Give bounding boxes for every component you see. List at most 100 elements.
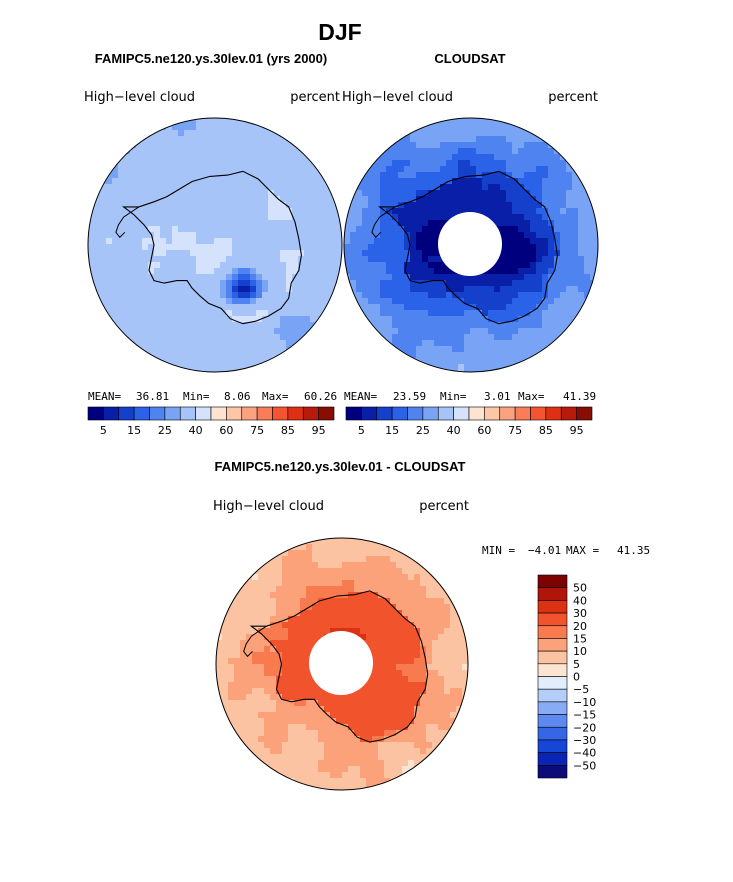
map-cell (148, 190, 155, 197)
map-cell (348, 742, 355, 749)
map-cell (416, 286, 423, 293)
map-cell (94, 220, 101, 227)
map-cell (450, 616, 457, 623)
map-cell (366, 598, 373, 605)
map-cell (536, 130, 543, 137)
map-cell (280, 202, 287, 209)
map-cell (304, 220, 311, 227)
map-cell (354, 712, 361, 719)
map-cell (286, 316, 293, 323)
map-cell (368, 286, 375, 293)
map-cell (536, 268, 543, 275)
map-cell (274, 262, 281, 269)
map-cell (506, 190, 513, 197)
map-cell (244, 268, 251, 275)
map-cell (398, 172, 405, 179)
map-cell (506, 286, 513, 293)
map-cell (336, 586, 343, 593)
map-cell (452, 328, 459, 335)
map-cell (324, 778, 331, 785)
map-cell (256, 160, 263, 167)
map-cell (328, 196, 335, 203)
map-cell (306, 628, 313, 635)
map-cell (250, 274, 257, 281)
map-cell (378, 556, 385, 563)
map-cell (344, 244, 351, 251)
map-cell (190, 262, 197, 269)
map-cell (402, 628, 409, 635)
map-cell (196, 220, 203, 227)
map-cell (402, 604, 409, 611)
map-cell (258, 736, 265, 743)
map-cell (238, 334, 245, 341)
map-cell (458, 352, 465, 359)
map-cell (450, 610, 457, 617)
map-cell (280, 268, 287, 275)
map-cell (178, 178, 185, 185)
map-cell (208, 322, 215, 329)
map-cell (566, 304, 573, 311)
map-cell (262, 286, 269, 293)
map-cell (298, 328, 305, 335)
map-cell (360, 730, 367, 737)
map-cell (298, 322, 305, 329)
map-cell (270, 622, 277, 629)
map-cell (154, 124, 161, 131)
map-cell (264, 760, 271, 767)
map-cell (392, 166, 399, 173)
panel-c-min-value: −4.01 (528, 544, 561, 557)
panel-b-max-label: Max= (518, 390, 545, 403)
map-cell (542, 310, 549, 317)
map-cell (512, 118, 519, 125)
map-cell (154, 208, 161, 215)
map-cell (584, 214, 591, 221)
map-cell (494, 196, 501, 203)
map-cell (482, 304, 489, 311)
map-cell (294, 580, 301, 587)
map-cell (300, 778, 307, 785)
map-cell (94, 274, 101, 281)
map-cell (494, 214, 501, 221)
map-cell (244, 190, 251, 197)
map-cell (316, 172, 323, 179)
map-cell (100, 310, 107, 317)
map-cell (312, 700, 319, 707)
map-cell (464, 298, 471, 305)
map-cell (440, 304, 447, 311)
map-cell (488, 172, 495, 179)
map-cell (94, 208, 101, 215)
map-cell (360, 712, 367, 719)
map-cell (402, 760, 409, 767)
map-cell (426, 640, 433, 647)
map-cell (124, 172, 131, 179)
map-cell (286, 190, 293, 197)
map-cell (286, 160, 293, 167)
map-cell (304, 208, 311, 215)
map-cell (258, 676, 265, 683)
panel-a-mean-value: 36.81 (136, 390, 169, 403)
map-cell (270, 640, 277, 647)
map-cell (250, 136, 257, 143)
map-cell (438, 574, 445, 581)
map-cell (172, 202, 179, 209)
map-cell (250, 226, 257, 233)
map-cell (378, 616, 385, 623)
map-cell (384, 568, 391, 575)
map-cell (100, 250, 107, 257)
map-cell (420, 658, 427, 665)
map-cell (282, 628, 289, 635)
map-cell (124, 268, 131, 275)
panel-b-mean-value: 23.59 (393, 390, 426, 403)
map-cell (410, 292, 417, 299)
map-cell (462, 670, 468, 677)
map-cell (228, 712, 235, 719)
map-cell (232, 166, 239, 173)
map-cell (232, 340, 239, 347)
map-cell (196, 346, 203, 353)
map-cell (438, 634, 445, 641)
map-cell (536, 310, 543, 317)
map-cell (560, 178, 567, 185)
map-cell (252, 742, 259, 749)
map-cell (252, 568, 259, 575)
map-cell (384, 694, 391, 701)
